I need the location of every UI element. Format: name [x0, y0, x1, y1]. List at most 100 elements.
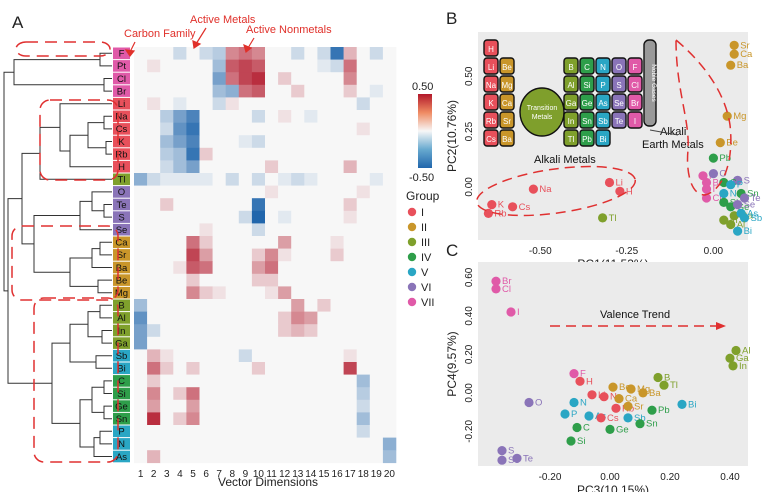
heatmap-cell [238, 311, 253, 325]
heatmap-cell [291, 236, 305, 249]
heatmap-cell [304, 387, 318, 401]
heatmap-cell [251, 362, 266, 375]
periodic-cell-label: Tl [568, 135, 575, 144]
row-label-swatch [113, 387, 130, 400]
heatmap-cell [186, 59, 200, 73]
heatmap-cell [317, 110, 331, 123]
heatmap-cell [330, 122, 344, 136]
point-label: Sn [747, 189, 759, 200]
heatmap-cell [291, 349, 305, 363]
heatmap-cell [251, 248, 266, 262]
point-li [587, 390, 597, 400]
row-label-swatch [113, 312, 130, 324]
row-label-b: B [118, 301, 124, 312]
heatmap-cell [330, 324, 344, 338]
row-label-swatch [113, 337, 130, 349]
heatmap-cell [382, 84, 397, 98]
heatmap-cell [291, 160, 305, 174]
heatmap-cell [186, 336, 200, 350]
transition-metals-blob [519, 87, 565, 137]
heatmap-cell [265, 147, 279, 161]
row-label-al: Al [117, 313, 125, 324]
heatmap-cell [304, 450, 318, 464]
heatmap-cell [173, 97, 187, 111]
heatmap-cell [278, 210, 292, 224]
heatmap-cell [160, 110, 174, 123]
periodic-cell-label: B [568, 63, 573, 72]
heatmap-cell [134, 47, 148, 60]
heatmap-cell [343, 425, 357, 438]
heatmap-cell [147, 374, 161, 388]
heatmap-cell [134, 185, 148, 199]
heatmap-cell [343, 59, 357, 73]
point-label: Tl [609, 213, 617, 224]
heatmap-cell [238, 425, 253, 438]
x-tick-label: 0.40 [720, 472, 740, 483]
point-label: Cs [519, 202, 531, 213]
point-label: Te [751, 193, 761, 204]
row-label-n: N [118, 439, 125, 450]
dendrogram-branch [91, 248, 112, 268]
cluster-outline [39, 99, 119, 181]
heatmap-cell [160, 160, 174, 174]
heatmap-cell [278, 362, 292, 375]
point-sr [623, 401, 633, 411]
heatmap-cell [382, 336, 397, 350]
heatmap-cell [304, 72, 318, 86]
point-br [491, 276, 501, 286]
heatmap-cell [225, 273, 240, 287]
heatmap-cell [330, 261, 344, 275]
heatmap-cell [212, 84, 226, 98]
row-label-bi: Bi [117, 364, 125, 375]
heatmap-cell [199, 122, 213, 136]
row-label-swatch [113, 123, 130, 135]
column-label: 13 [292, 469, 304, 480]
periodic-cell-label: C [584, 63, 590, 72]
heatmap-cell [134, 122, 148, 136]
heatmap-cell [356, 59, 371, 73]
heatmap-cell [212, 210, 226, 224]
point-na [528, 184, 539, 194]
heatmap-cell [278, 450, 292, 464]
heatmap-cell [317, 223, 331, 237]
heatmap-cell [238, 198, 253, 212]
point-i [506, 307, 516, 317]
row-label-swatch [113, 324, 130, 337]
periodic-cell [579, 111, 595, 129]
heatmap-cell [186, 362, 200, 375]
point-label: Br [713, 178, 723, 189]
heatmap-cell [382, 236, 397, 249]
heatmap-cell [147, 122, 161, 136]
dendrogram-branch [99, 241, 112, 256]
periodic-cell-label: H [488, 45, 494, 54]
heatmap-cell [186, 147, 200, 161]
heatmap-cell [147, 362, 161, 375]
heatmap-cell [382, 135, 397, 149]
heatmap-cell [265, 173, 279, 186]
heatmap-cell [369, 336, 384, 350]
row-label-k: K [118, 137, 125, 148]
column-label: 6 [203, 469, 209, 480]
point-label: I [713, 184, 716, 195]
heatmap-cell [147, 437, 161, 451]
y-axis-title: PC4(9.57%) [445, 331, 459, 396]
point-ba [638, 388, 648, 398]
heatmap-cell [212, 349, 226, 363]
group-legend-label: III [421, 237, 430, 249]
heatmap-cell [382, 437, 397, 451]
cluster-outline [11, 225, 119, 301]
point-pb [647, 405, 657, 415]
y-tick-label: 0.20 [464, 344, 475, 364]
heatmap-cell [173, 286, 187, 300]
heatmap-cell [225, 286, 240, 300]
point-k [487, 200, 497, 210]
heatmap-cell [134, 450, 148, 464]
heatmap-cell [265, 286, 279, 300]
heatmap-cell [212, 261, 226, 275]
point-rb [483, 208, 493, 218]
periodic-cell-label: N [600, 63, 606, 72]
group-legend-dot [407, 252, 417, 262]
point-label: Cs [607, 413, 619, 424]
heatmap-cell [317, 160, 331, 174]
heatmap-cell [199, 72, 213, 86]
